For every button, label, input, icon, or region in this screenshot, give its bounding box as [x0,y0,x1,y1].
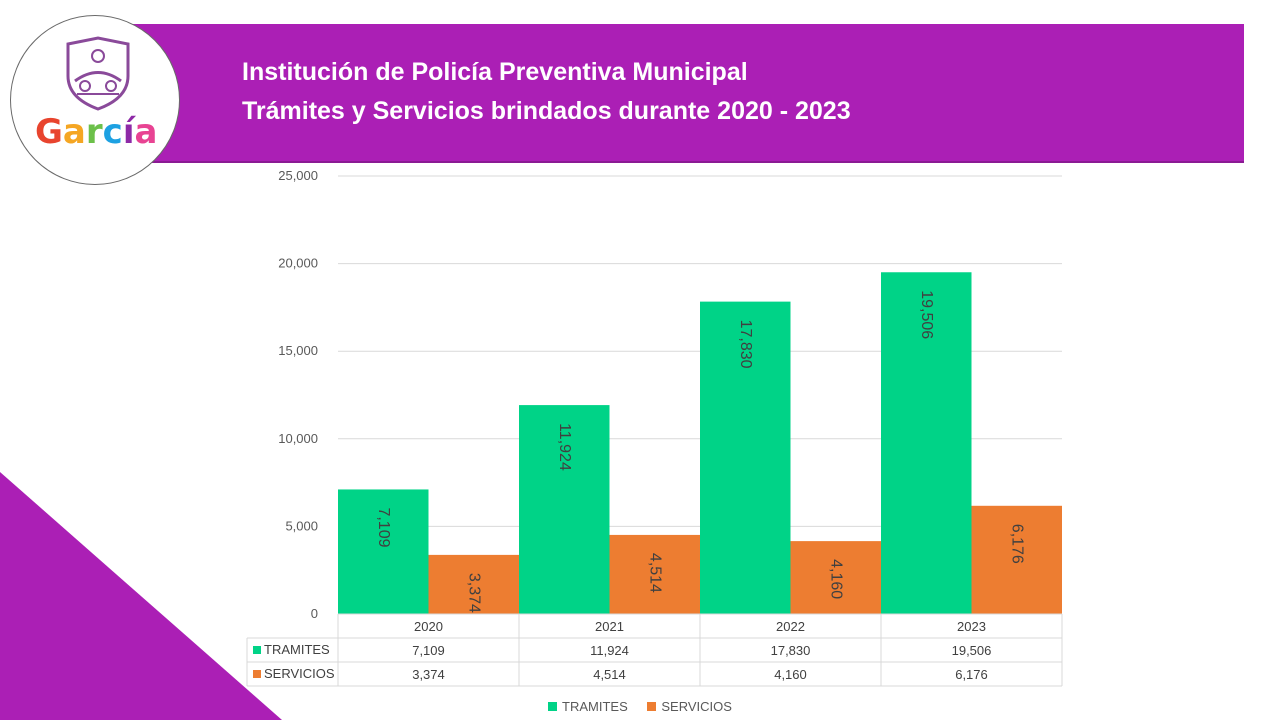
logo: García [10,15,180,185]
x-tick-label: 2023 [957,619,986,634]
logo-letter: c [102,112,123,152]
data-label: 17,830 [737,320,754,369]
legend-label-servicios: SERVICIOS [661,699,732,714]
y-tick-label: 5,000 [285,518,318,533]
table-cell: 6,176 [955,667,988,682]
table-cell: 4,160 [774,667,807,682]
y-tick-label: 15,000 [278,343,318,358]
shield-emblem-icon [66,36,130,111]
page-title: Institución de Policía Preventiva Munici… [242,58,748,86]
data-label: 4,514 [647,553,664,593]
y-tick-label: 10,000 [278,431,318,446]
logo-letter: a [62,112,86,152]
y-tick-label: 20,000 [278,256,318,271]
data-label: 6,176 [1009,524,1026,564]
header-banner [118,24,1244,163]
corner-decoration [0,0,300,720]
table-cell: 3,374 [412,667,445,682]
bar-servicios-2023 [971,505,1062,614]
chart-legend: TRAMITES SERVICIOS [0,699,1280,714]
table-cell: 19,506 [952,643,992,658]
table-series-name: TRAMITES [264,642,330,657]
x-tick-label: 2022 [776,619,805,634]
legend-swatch-tramites [548,702,558,711]
logo-letter: a [134,112,158,152]
bar-servicios-2021 [609,534,700,614]
logo-letter: í [122,112,135,152]
logo-letter: r [85,112,103,152]
x-tick-label: 2020 [414,619,443,634]
bar-tramites-2022 [700,301,791,614]
bar-servicios-2022 [790,541,881,614]
bar-tramites-2021 [519,405,610,614]
data-label: 7,109 [375,507,392,547]
table-series-name: SERVICIOS [264,666,335,681]
table-cell: 17,830 [771,643,811,658]
legend-item-servicios: SERVICIOS [647,699,732,714]
table-legend-key [253,670,261,678]
data-label: 4,160 [828,559,845,599]
data-label: 11,924 [556,423,573,471]
bar-tramites-2023 [881,272,972,614]
table-cell: 7,109 [412,643,445,658]
table-legend-key [253,646,261,654]
bar-tramites-2020 [338,489,429,614]
data-label: 3,374 [466,573,483,613]
legend-label-tramites: TRAMITES [562,699,628,714]
y-tick-label: 0 [311,606,318,621]
page-subtitle: Trámites y Servicios brindados durante 2… [242,97,851,125]
y-tick-label: 25,000 [278,168,318,183]
bar-servicios-2020 [428,554,519,614]
corner-triangle [0,472,282,720]
legend-item-tramites: TRAMITES [548,699,628,714]
x-tick-label: 2021 [595,619,624,634]
table-cell: 4,514 [593,667,626,682]
data-label: 19,506 [918,290,935,339]
table-cell: 11,924 [590,643,629,658]
legend-swatch-servicios [647,702,657,711]
logo-wordmark: García [35,112,157,152]
logo-letter: G [35,112,63,152]
